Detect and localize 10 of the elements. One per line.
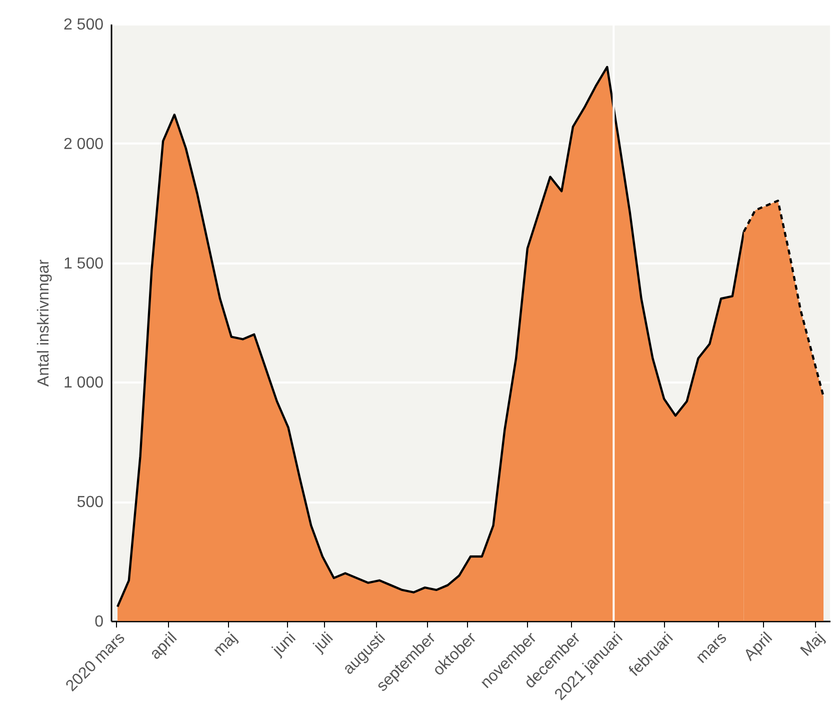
x-tick-label: Maj — [798, 630, 828, 660]
y-tick-label: 1 500 — [63, 255, 104, 272]
y-tick-label: 2 000 — [63, 136, 104, 153]
y-tick-label: 500 — [76, 494, 104, 512]
y-axis-title: Antal inskrivnngar — [35, 258, 52, 387]
y-tick-label: 1 000 — [63, 374, 104, 392]
x-tick-label: maj — [210, 630, 241, 660]
y-tick-label: 0 — [94, 614, 104, 630]
x-tick-label: juli — [310, 630, 337, 656]
y-tick-label: 2 500 — [63, 16, 104, 34]
